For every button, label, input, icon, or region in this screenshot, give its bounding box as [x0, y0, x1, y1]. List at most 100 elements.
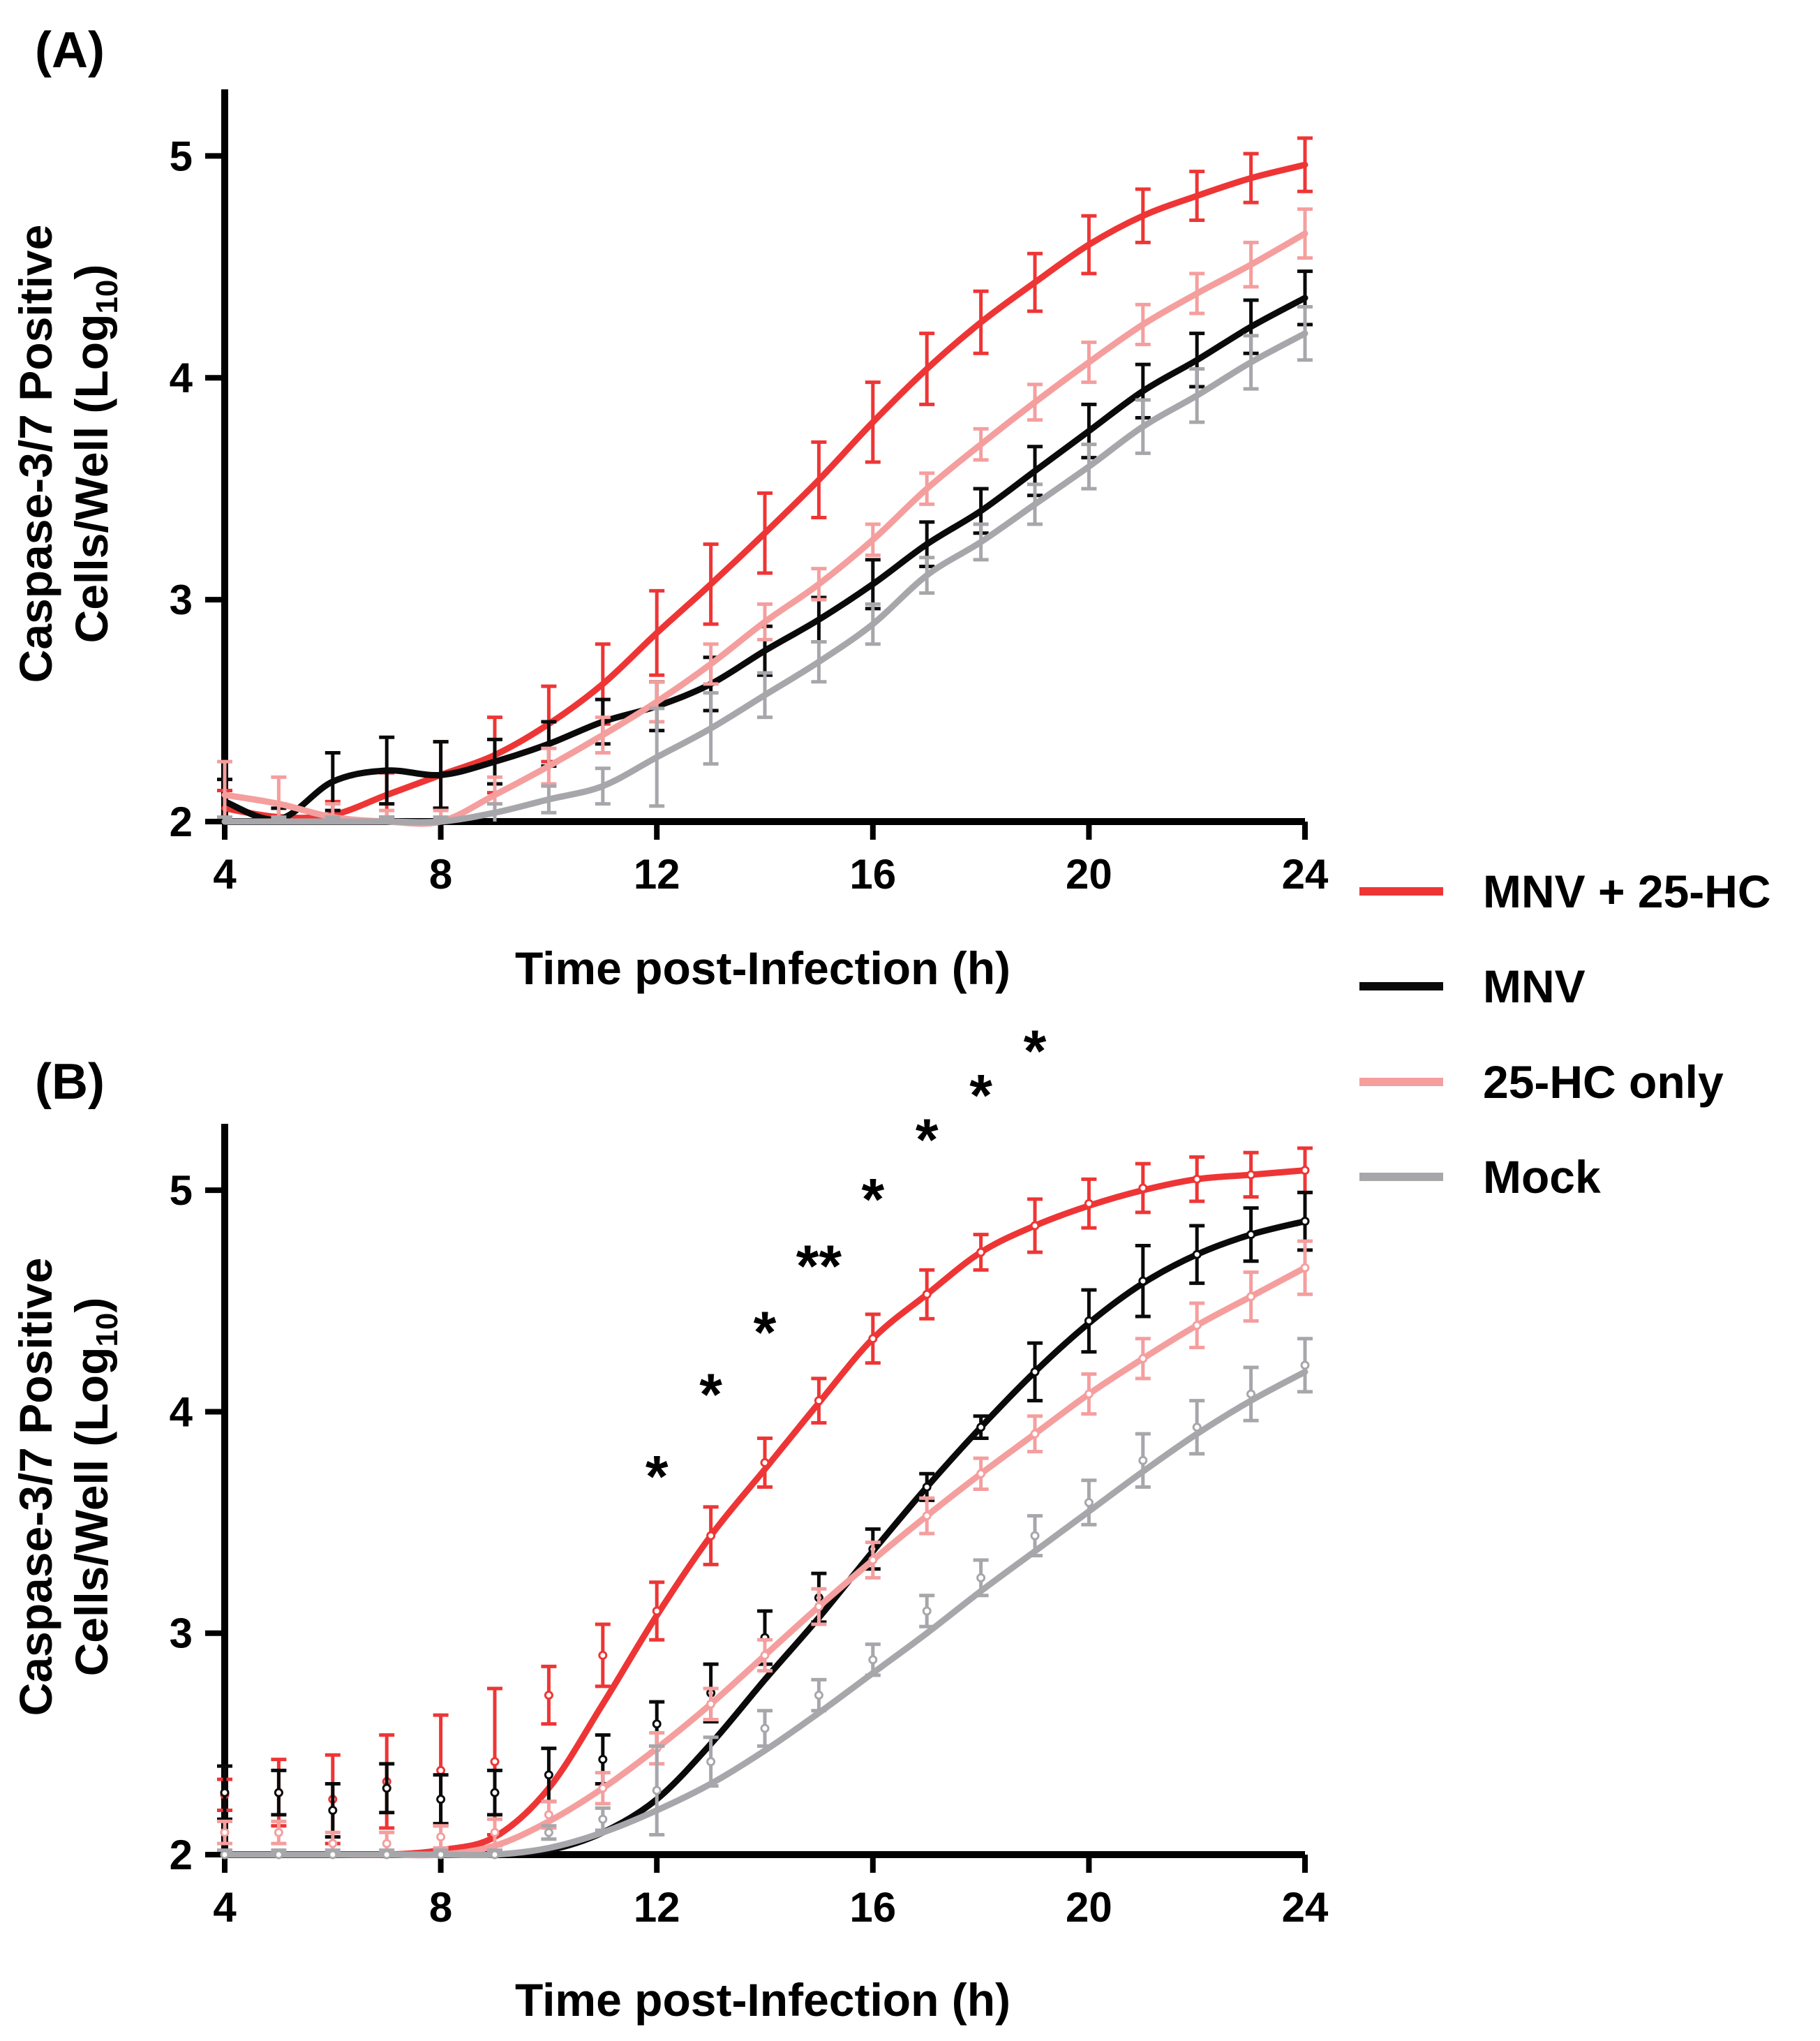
series-layer: [217, 136, 1313, 827]
x-tick-label: 12: [634, 851, 680, 898]
data-point: [544, 1691, 553, 1700]
data-point: [868, 1555, 878, 1565]
data-point: [598, 1755, 608, 1765]
data-point: [1138, 1183, 1148, 1193]
data-point: [1192, 1249, 1202, 1259]
data-point: [922, 1511, 932, 1521]
data-point: [220, 1827, 230, 1837]
data-point: [544, 1770, 553, 1780]
data-point: [868, 1334, 878, 1344]
panel-a: (A) Caspase-3/7 Positive Cells/Well (Log…: [10, 22, 1329, 994]
data-point: [922, 1606, 932, 1616]
significance-marker: *: [699, 1361, 722, 1427]
data-point: [328, 1806, 338, 1816]
significance-marker: **: [796, 1233, 842, 1298]
data-point: [1084, 1316, 1094, 1326]
data-point: [598, 1783, 608, 1793]
series-line: [221, 1368, 1308, 1859]
series-line: [221, 295, 1308, 823]
annotation-layer: *********: [646, 1018, 1047, 1509]
data-point: [1300, 1360, 1310, 1370]
legend-label: Mock: [1483, 1151, 1601, 1203]
error-bar: [217, 759, 232, 822]
x-axis-title: Time post-Infection (h): [515, 942, 1010, 994]
data-point: [1084, 1389, 1094, 1399]
data-point: [976, 1423, 986, 1432]
data-point: [706, 1757, 716, 1767]
significance-marker: *: [646, 1443, 669, 1509]
data-point: [436, 1850, 446, 1860]
y-tick-label: 4: [170, 355, 193, 401]
x-tick-label: 16: [849, 1884, 896, 1931]
legend-label: MNV: [1483, 960, 1586, 1012]
data-point: [1192, 1174, 1202, 1184]
x-tick-label: 8: [429, 1884, 452, 1931]
data-point: [652, 1719, 662, 1729]
y-tick-label: 5: [170, 133, 193, 179]
data-point: [220, 1788, 230, 1797]
data-point: [490, 1788, 500, 1797]
data-point: [328, 1850, 338, 1860]
x-tick-label: 24: [1282, 1884, 1329, 1931]
data-point: [1030, 1429, 1040, 1439]
series-mock: [217, 1337, 1313, 1860]
data-point: [814, 1602, 823, 1612]
data-point: [490, 1827, 500, 1837]
data-point: [760, 1723, 770, 1733]
data-point: [652, 1786, 662, 1795]
significance-marker: *: [1024, 1018, 1047, 1084]
data-point: [1246, 1170, 1256, 1180]
data-point: [544, 1827, 553, 1837]
legend-label: 25-HC only: [1483, 1056, 1724, 1108]
data-point: [490, 1850, 500, 1860]
data-point: [598, 1650, 608, 1660]
significance-marker: *: [916, 1107, 939, 1173]
data-point: [1300, 1263, 1310, 1272]
data-point: [922, 1482, 932, 1492]
y-tick-label: 3: [170, 577, 193, 623]
significance-marker: *: [969, 1062, 992, 1128]
data-point: [436, 1832, 446, 1842]
data-point: [868, 1655, 878, 1665]
x-tick-label: 20: [1066, 851, 1112, 898]
significance-marker: *: [754, 1300, 777, 1365]
y-tick-label: 2: [170, 1832, 193, 1878]
y-tick-label: 2: [170, 799, 193, 845]
data-point: [1246, 1291, 1256, 1301]
data-point: [814, 1396, 823, 1406]
panel-label: (A): [35, 22, 105, 78]
data-point: [436, 1795, 446, 1804]
data-point: [1084, 1498, 1094, 1508]
x-tick-label: 12: [634, 1884, 680, 1931]
legend-item-mock: Mock: [1359, 1151, 1601, 1203]
legend-item-25hc-only: 25-HC only: [1359, 1056, 1724, 1108]
data-point: [490, 1757, 500, 1767]
data-point: [706, 1699, 716, 1709]
y-axis-title-line-1: Caspase-3/7 Positive: [10, 225, 61, 683]
data-point: [274, 1827, 283, 1837]
data-point: [706, 1531, 716, 1541]
legend-item-mnv: MNV: [1359, 960, 1586, 1012]
data-point: [382, 1850, 391, 1860]
x-tick-label: 8: [429, 851, 452, 898]
data-point: [1138, 1353, 1148, 1363]
x-tick-label: 20: [1066, 1884, 1112, 1931]
data-point: [598, 1814, 608, 1824]
data-point: [760, 1457, 770, 1467]
series-line: [221, 161, 1308, 822]
data-point: [1138, 1276, 1148, 1286]
data-point: [1030, 1221, 1040, 1231]
data-point: [976, 1573, 986, 1582]
data-point: [274, 1850, 283, 1860]
data-point: [436, 1765, 446, 1775]
y-tick-label: 3: [170, 1610, 193, 1657]
y-axis-title: Caspase-3/7 Positive Cells/Well (Log10): [10, 1258, 124, 1716]
data-point: [274, 1788, 283, 1797]
x-tick-label: 24: [1282, 851, 1329, 898]
series-mock: [217, 305, 1313, 826]
y-tick-label: 4: [170, 1388, 193, 1435]
y-axis-title-line-2: Cells/Well (Log10): [66, 265, 124, 644]
legend-label: MNV + 25-HC: [1483, 866, 1771, 917]
panel-label: (B): [35, 1054, 105, 1110]
